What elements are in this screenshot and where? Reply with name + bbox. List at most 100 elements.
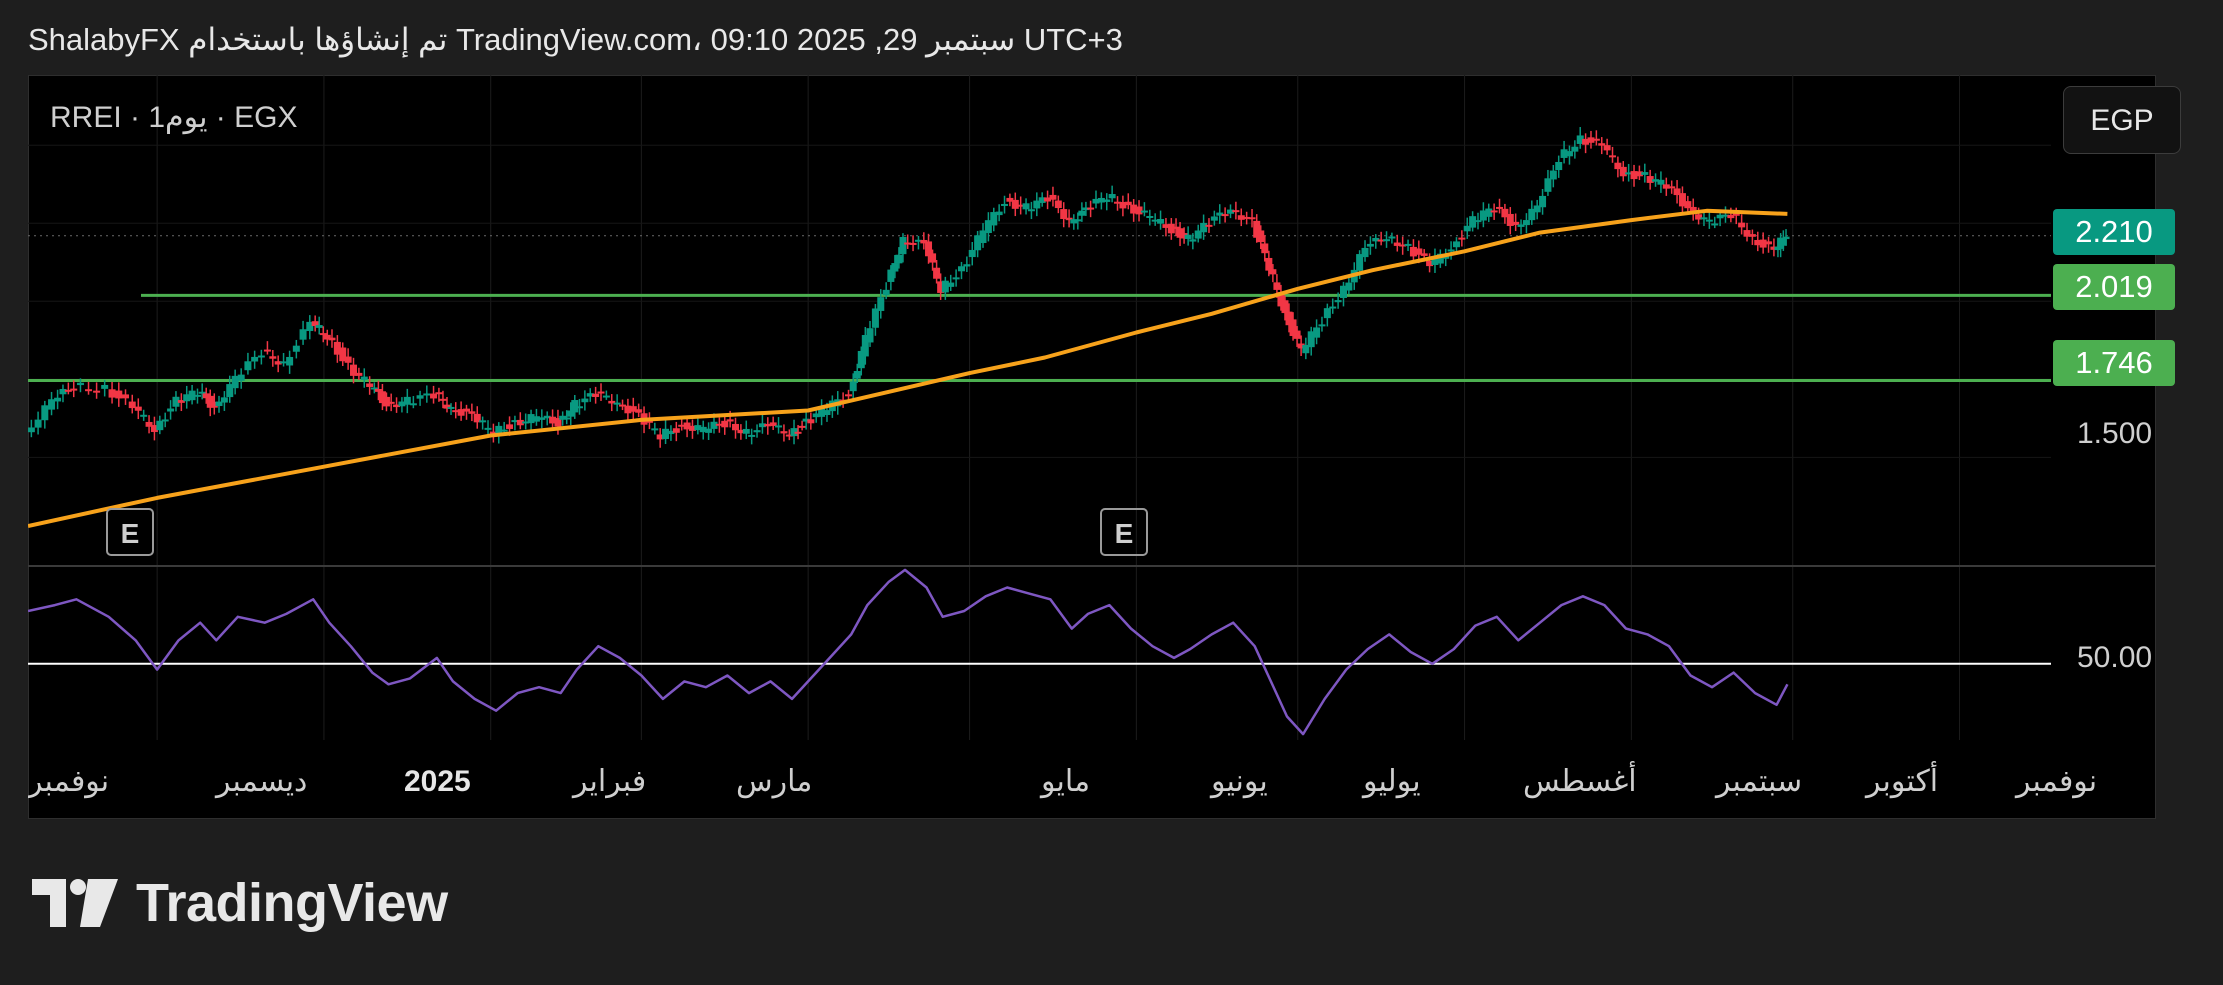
candle-body bbox=[447, 406, 455, 409]
candle-body bbox=[1345, 282, 1353, 291]
candle-body bbox=[721, 420, 729, 428]
candle-body bbox=[54, 397, 62, 402]
moving-average-line bbox=[28, 208, 1788, 528]
candle-body bbox=[592, 393, 600, 397]
time-axis-label: أغسطس bbox=[1523, 760, 1637, 798]
candle-body bbox=[1074, 219, 1082, 222]
candle-body bbox=[1619, 166, 1627, 177]
candle-body bbox=[1420, 253, 1428, 256]
chart-canvas[interactable]: نوفمبر ديسمبر 2025 فبراير مارس مايو يونيو يوليو… bbox=[28, 75, 2156, 819]
candle-body bbox=[1157, 219, 1165, 224]
candle-body bbox=[1060, 209, 1068, 219]
candle-body bbox=[452, 410, 460, 413]
time-axis-label: أكتوبر bbox=[1864, 760, 1938, 798]
candle-body bbox=[1716, 214, 1724, 219]
candle-body bbox=[48, 399, 56, 410]
candle-body bbox=[1140, 210, 1148, 213]
candle-body bbox=[844, 394, 852, 397]
candle-body bbox=[527, 414, 535, 424]
candle-body bbox=[1130, 204, 1138, 214]
candle-body bbox=[1302, 344, 1310, 354]
candle-body bbox=[1582, 138, 1590, 145]
candle-body bbox=[1609, 155, 1617, 158]
candle-body bbox=[1194, 230, 1202, 239]
candle-body bbox=[1668, 186, 1676, 189]
candle-body bbox=[423, 393, 431, 396]
candle-body bbox=[339, 347, 347, 362]
candle-body bbox=[274, 361, 282, 365]
candle-body bbox=[333, 341, 341, 355]
candle-body bbox=[849, 381, 857, 392]
candle-body bbox=[387, 401, 395, 404]
candle-body bbox=[1587, 137, 1595, 143]
candle-body bbox=[857, 350, 865, 369]
candle-body bbox=[823, 410, 831, 416]
candle-body bbox=[1630, 171, 1638, 180]
candle-body bbox=[1210, 216, 1218, 221]
candle-body bbox=[904, 242, 912, 245]
candle-body bbox=[311, 321, 319, 327]
candle-body bbox=[226, 384, 234, 398]
candle-body bbox=[1560, 149, 1568, 158]
candle-body bbox=[1200, 222, 1208, 233]
candle-body bbox=[785, 434, 793, 437]
candle-body bbox=[202, 393, 210, 399]
candle-body bbox=[575, 406, 583, 409]
candle-body bbox=[269, 356, 277, 359]
candle-body bbox=[715, 423, 723, 426]
candle-body bbox=[506, 424, 514, 429]
candle-body bbox=[1469, 216, 1477, 228]
candle-body bbox=[613, 402, 621, 405]
candle-body bbox=[115, 390, 123, 399]
candle-body bbox=[1463, 225, 1471, 232]
candle-body bbox=[1415, 248, 1423, 255]
candle-body bbox=[1393, 242, 1401, 246]
candle-body bbox=[85, 389, 93, 392]
earnings-badge[interactable]: E bbox=[106, 508, 154, 556]
tradingview-logo[interactable]: TradingView bbox=[32, 872, 448, 934]
symbol-info[interactable]: RREI · 1يوم · EGX bbox=[50, 101, 298, 134]
candle-body bbox=[1431, 256, 1439, 265]
candle-body bbox=[1743, 230, 1751, 237]
candle-body bbox=[1180, 233, 1188, 239]
candle-body bbox=[937, 281, 945, 293]
candle-body bbox=[41, 405, 49, 421]
candle-body bbox=[306, 321, 314, 332]
candle-body bbox=[511, 420, 519, 423]
candle-body bbox=[567, 410, 575, 417]
candlestick-series bbox=[28, 127, 1790, 448]
candle-body bbox=[1592, 138, 1600, 141]
candle-body bbox=[479, 420, 487, 423]
candle-body bbox=[355, 372, 363, 376]
candle-body bbox=[732, 423, 740, 431]
rsi-axis-label: 50.00 bbox=[2077, 641, 2153, 674]
candle-body bbox=[769, 422, 777, 427]
candle-body bbox=[764, 423, 772, 427]
candle-body bbox=[443, 404, 451, 409]
earnings-badge[interactable]: E bbox=[1100, 508, 1148, 556]
candle-body bbox=[1001, 203, 1009, 206]
price-axis-label: 1.500 bbox=[2077, 417, 2153, 450]
candle-body bbox=[495, 425, 503, 436]
candle-body bbox=[726, 419, 734, 422]
candle-body bbox=[1399, 244, 1407, 247]
candle-body bbox=[1544, 178, 1552, 192]
candle-body bbox=[134, 406, 142, 411]
candle-body bbox=[473, 413, 481, 423]
candle-body bbox=[231, 375, 239, 389]
candle-body bbox=[941, 280, 949, 293]
candle-body bbox=[662, 428, 670, 440]
candle-body bbox=[1092, 198, 1100, 204]
candle-body bbox=[635, 409, 643, 413]
rsi-line bbox=[28, 568, 1789, 736]
currency-button[interactable]: EGP bbox=[2063, 86, 2181, 154]
candle-body bbox=[1748, 234, 1756, 237]
candle-body bbox=[435, 392, 443, 395]
candle-body bbox=[1754, 239, 1762, 246]
chart-panel[interactable] bbox=[28, 75, 2156, 819]
candle-body bbox=[1124, 201, 1132, 206]
candle-body bbox=[344, 356, 352, 363]
candle-body bbox=[1318, 324, 1326, 327]
candle-body bbox=[1232, 210, 1240, 213]
time-axis-label: 2025 bbox=[404, 765, 471, 798]
